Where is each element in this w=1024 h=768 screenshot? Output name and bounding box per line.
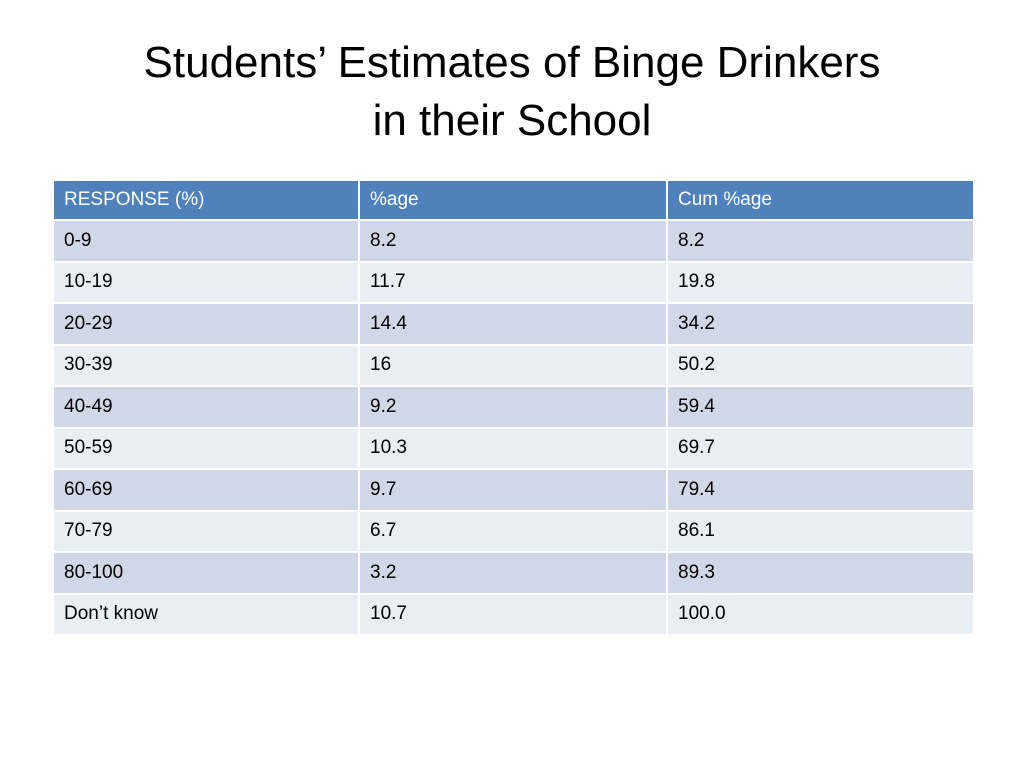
- table-cell-percentage: 11.7: [358, 260, 668, 304]
- table-cell-response: 40-49: [52, 385, 360, 429]
- table-cell-response: 20-29: [52, 302, 360, 346]
- table-cell-response: Don’t know: [52, 592, 360, 636]
- table-cell-cumulative: 79.4: [666, 468, 975, 512]
- column-header-cumulative-percentage: Cum %age: [666, 179, 975, 221]
- table-row: 10-19 11.7 19.8: [52, 260, 975, 304]
- table-cell-cumulative: 69.7: [666, 426, 975, 470]
- table-row: 30-39 16 50.2: [52, 343, 975, 387]
- table-cell-percentage: 6.7: [358, 509, 668, 553]
- column-header-percentage: %age: [358, 179, 668, 221]
- table-cell-percentage: 10.3: [358, 426, 668, 470]
- table-cell-response: 70-79: [52, 509, 360, 553]
- table-cell-cumulative: 34.2: [666, 302, 975, 346]
- table-cell-percentage: 3.2: [358, 551, 668, 595]
- slide-title: Students’ Estimates of Binge Drinkers in…: [40, 34, 984, 150]
- data-table: RESPONSE (%) %age Cum %age 0-9 8.2 8.2 1…: [52, 179, 975, 636]
- table-cell-response: 80-100: [52, 551, 360, 595]
- table-cell-percentage: 9.7: [358, 468, 668, 512]
- table-cell-cumulative: 8.2: [666, 219, 975, 263]
- table-cell-response: 0-9: [52, 219, 360, 263]
- table-row: 0-9 8.2 8.2: [52, 219, 975, 263]
- table-cell-cumulative: 59.4: [666, 385, 975, 429]
- table-cell-response: 50-59: [52, 426, 360, 470]
- table-row: Don’t know 10.7 100.0: [52, 592, 975, 636]
- table-cell-response: 10-19: [52, 260, 360, 304]
- table-row: 50-59 10.3 69.7: [52, 426, 975, 470]
- table-cell-percentage: 16: [358, 343, 668, 387]
- table-cell-response: 30-39: [52, 343, 360, 387]
- slide-title-line-2: in their School: [372, 96, 652, 145]
- table-row: 80-100 3.2 89.3: [52, 551, 975, 595]
- table-cell-cumulative: 100.0: [666, 592, 975, 636]
- table-header-row: RESPONSE (%) %age Cum %age: [52, 179, 975, 221]
- table-row: 40-49 9.2 59.4: [52, 385, 975, 429]
- table-cell-response: 60-69: [52, 468, 360, 512]
- table-cell-cumulative: 50.2: [666, 343, 975, 387]
- table-cell-cumulative: 89.3: [666, 551, 975, 595]
- table-cell-cumulative: 86.1: [666, 509, 975, 553]
- table-cell-percentage: 14.4: [358, 302, 668, 346]
- column-header-response: RESPONSE (%): [52, 179, 360, 221]
- table-row: 20-29 14.4 34.2: [52, 302, 975, 346]
- table-row: 70-79 6.7 86.1: [52, 509, 975, 553]
- slide-title-line-1: Students’ Estimates of Binge Drinkers: [143, 38, 881, 87]
- table-cell-cumulative: 19.8: [666, 260, 975, 304]
- table-cell-percentage: 9.2: [358, 385, 668, 429]
- table-cell-percentage: 8.2: [358, 219, 668, 263]
- table-row: 60-69 9.7 79.4: [52, 468, 975, 512]
- table-cell-percentage: 10.7: [358, 592, 668, 636]
